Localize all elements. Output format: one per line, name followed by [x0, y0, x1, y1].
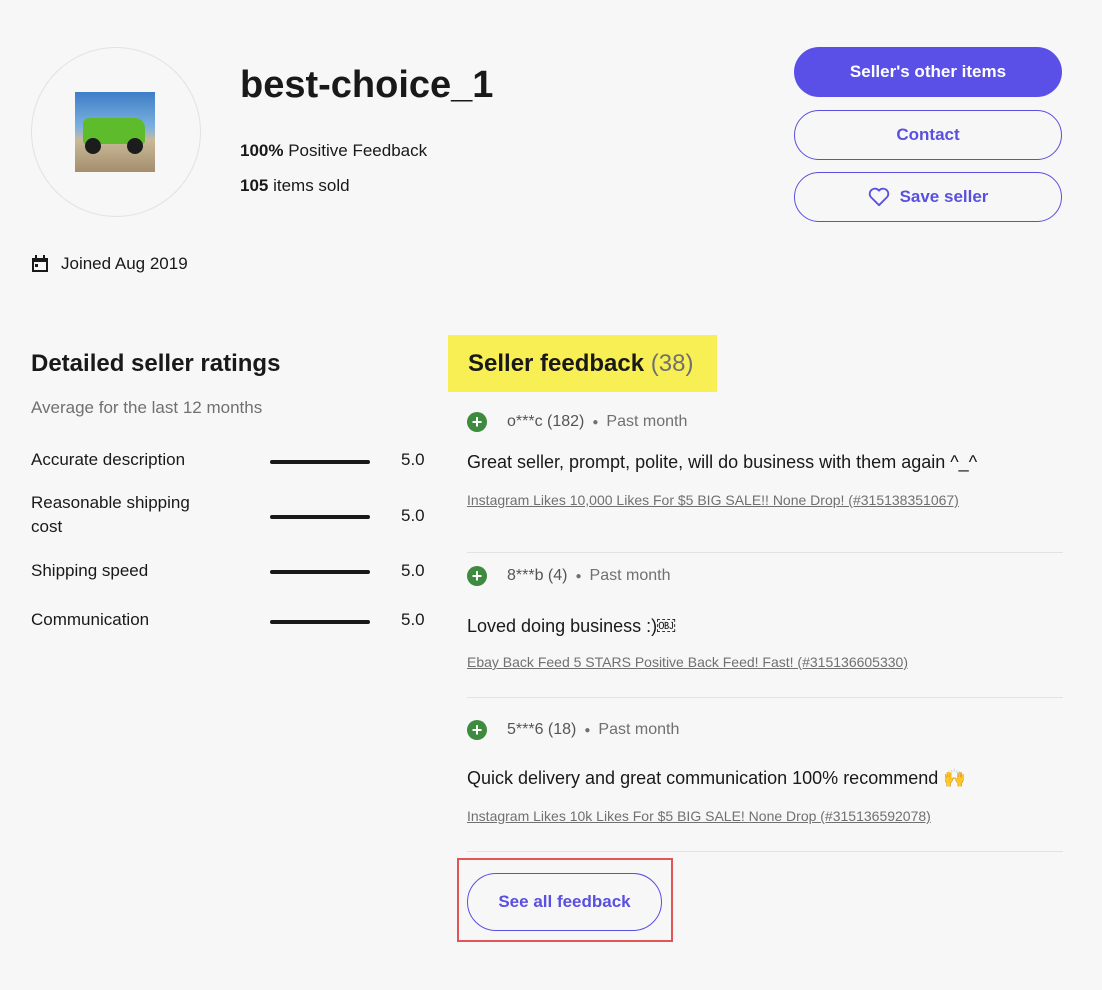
feedback-text: Loved doing business :)￼	[467, 616, 676, 636]
feedback-time: Past month	[606, 413, 688, 430]
rating-label: Accurate description	[31, 450, 186, 469]
feedback-item-link[interactable]: Instagram Likes 10,000 Likes For $5 BIG …	[467, 492, 959, 508]
joined-text: Joined Aug 2019	[61, 254, 188, 273]
rating-bar	[270, 570, 370, 574]
feedback-title: Seller feedback (38)	[468, 350, 693, 378]
save-seller-label: Save seller	[899, 187, 989, 206]
feedback-entry: + o***c (182) ● Past month Great seller, pr…	[467, 412, 1063, 553]
items-sold: 105 items sold	[240, 176, 350, 195]
seller-photo	[75, 92, 155, 172]
feedback-item-link[interactable]: Instagram Likes 10k Likes For $5 BIG SAL…	[467, 808, 931, 824]
feedback-user: 8***b (4)	[507, 567, 568, 584]
rating-bar	[270, 460, 370, 464]
feedback-user: 5***6 (18)	[507, 721, 577, 738]
feedback-title-text: Seller feedback	[468, 350, 645, 377]
ratings-title: Detailed seller ratings	[31, 350, 281, 377]
feedback-entry: +8***b (4) ● Past month Loved doing busine…	[467, 566, 1063, 698]
calendar-icon	[32, 255, 48, 272]
seller-name: best-choice_1	[240, 64, 494, 106]
contact-button[interactable]: Contact	[794, 110, 1062, 160]
sellers-other-items-button[interactable]: Seller's other items	[794, 47, 1062, 97]
rating-bar	[270, 620, 370, 624]
feedback-time: Past month	[598, 721, 680, 738]
joined-date: Joined Aug 2019	[31, 254, 188, 274]
see-all-feedback-button[interactable]: See all feedback	[467, 873, 662, 931]
rating-label: Reasonable shipping cost	[31, 493, 190, 536]
separator-dot: ●	[575, 570, 582, 582]
annotation-box	[457, 858, 673, 942]
rating-value: 5.0	[401, 450, 425, 469]
feedback-entry: +5***6 (18) ● Past month Quick delivery an…	[467, 720, 1063, 852]
rating-value: 5.0	[401, 561, 425, 580]
separator-dot: ●	[584, 724, 591, 736]
positive-feedback: 100% Positive Feedback	[240, 141, 428, 160]
title-highlight	[448, 335, 717, 392]
separator-dot: ●	[592, 416, 599, 428]
feedback-text: Quick delivery and great communication 1…	[467, 768, 966, 788]
rating-value: 5.0	[401, 506, 425, 525]
rating-value: 5.0	[401, 610, 425, 629]
positive-plus-icon: +	[467, 566, 487, 586]
heart-icon	[868, 187, 889, 207]
wheel	[85, 138, 101, 154]
positive-plus-icon: +	[467, 720, 487, 740]
positive-plus-icon: +	[467, 412, 487, 432]
feedback-item-link[interactable]: Ebay Back Feed 5 STARS Positive Back Fee…	[467, 654, 908, 670]
rating-bar	[270, 515, 370, 519]
wheel	[127, 138, 143, 154]
rating-label: Communication	[31, 610, 150, 629]
feedback-count: (38)	[650, 350, 694, 377]
feedback-text: Great seller, prompt, polite, will do bu…	[467, 452, 978, 472]
save-seller-button[interactable]: Save seller	[794, 172, 1062, 222]
feedback-time: Past month	[589, 567, 671, 584]
rating-label: Shipping speed	[31, 561, 149, 580]
feedback-user: o***c (182)	[507, 413, 585, 430]
ratings-subtitle: Average for the last 12 months	[31, 398, 263, 417]
